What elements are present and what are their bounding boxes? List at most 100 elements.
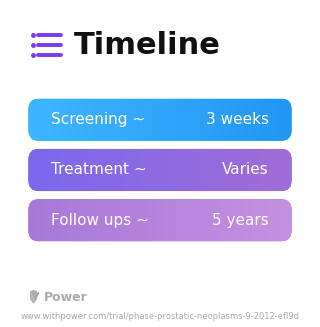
FancyBboxPatch shape bbox=[275, 99, 276, 141]
FancyBboxPatch shape bbox=[160, 99, 162, 141]
FancyBboxPatch shape bbox=[248, 149, 250, 191]
FancyBboxPatch shape bbox=[80, 99, 81, 141]
FancyBboxPatch shape bbox=[240, 199, 242, 241]
FancyBboxPatch shape bbox=[163, 199, 164, 241]
FancyBboxPatch shape bbox=[81, 99, 83, 141]
FancyBboxPatch shape bbox=[263, 149, 264, 191]
FancyBboxPatch shape bbox=[278, 99, 280, 141]
FancyBboxPatch shape bbox=[73, 199, 75, 241]
FancyBboxPatch shape bbox=[239, 99, 241, 141]
FancyBboxPatch shape bbox=[101, 149, 102, 191]
FancyBboxPatch shape bbox=[42, 199, 43, 241]
FancyBboxPatch shape bbox=[268, 99, 269, 141]
FancyBboxPatch shape bbox=[63, 99, 64, 141]
FancyBboxPatch shape bbox=[44, 149, 46, 191]
FancyBboxPatch shape bbox=[147, 199, 148, 241]
FancyBboxPatch shape bbox=[236, 149, 238, 191]
FancyBboxPatch shape bbox=[122, 149, 124, 191]
FancyBboxPatch shape bbox=[61, 99, 63, 141]
FancyBboxPatch shape bbox=[214, 99, 216, 141]
FancyBboxPatch shape bbox=[231, 199, 233, 241]
FancyBboxPatch shape bbox=[247, 199, 249, 241]
FancyBboxPatch shape bbox=[217, 99, 218, 141]
FancyBboxPatch shape bbox=[234, 99, 235, 141]
FancyBboxPatch shape bbox=[260, 149, 262, 191]
FancyBboxPatch shape bbox=[234, 149, 235, 191]
FancyBboxPatch shape bbox=[277, 99, 279, 141]
FancyBboxPatch shape bbox=[60, 199, 61, 241]
FancyBboxPatch shape bbox=[42, 99, 43, 141]
FancyBboxPatch shape bbox=[186, 99, 188, 141]
FancyBboxPatch shape bbox=[190, 199, 192, 241]
FancyBboxPatch shape bbox=[275, 149, 276, 191]
FancyBboxPatch shape bbox=[189, 149, 191, 191]
FancyBboxPatch shape bbox=[144, 99, 146, 141]
FancyBboxPatch shape bbox=[215, 99, 217, 141]
FancyBboxPatch shape bbox=[209, 199, 210, 241]
FancyBboxPatch shape bbox=[161, 99, 163, 141]
FancyBboxPatch shape bbox=[259, 149, 260, 191]
FancyBboxPatch shape bbox=[201, 99, 203, 141]
FancyBboxPatch shape bbox=[148, 199, 150, 241]
FancyBboxPatch shape bbox=[115, 99, 117, 141]
FancyBboxPatch shape bbox=[82, 199, 84, 241]
FancyBboxPatch shape bbox=[114, 199, 116, 241]
FancyBboxPatch shape bbox=[238, 99, 239, 141]
FancyBboxPatch shape bbox=[244, 149, 246, 191]
FancyBboxPatch shape bbox=[28, 199, 292, 241]
FancyBboxPatch shape bbox=[290, 99, 292, 141]
FancyBboxPatch shape bbox=[180, 199, 181, 241]
FancyBboxPatch shape bbox=[149, 99, 151, 141]
FancyBboxPatch shape bbox=[256, 99, 258, 141]
FancyBboxPatch shape bbox=[52, 149, 54, 191]
FancyBboxPatch shape bbox=[140, 199, 142, 241]
FancyBboxPatch shape bbox=[217, 199, 218, 241]
FancyBboxPatch shape bbox=[207, 149, 209, 191]
FancyBboxPatch shape bbox=[69, 199, 71, 241]
FancyBboxPatch shape bbox=[36, 149, 38, 191]
FancyBboxPatch shape bbox=[32, 199, 34, 241]
FancyBboxPatch shape bbox=[43, 149, 44, 191]
FancyBboxPatch shape bbox=[202, 199, 204, 241]
FancyBboxPatch shape bbox=[28, 99, 292, 141]
FancyBboxPatch shape bbox=[72, 199, 73, 241]
Polygon shape bbox=[31, 291, 36, 303]
FancyBboxPatch shape bbox=[63, 149, 64, 191]
FancyBboxPatch shape bbox=[47, 199, 48, 241]
FancyBboxPatch shape bbox=[84, 99, 85, 141]
FancyBboxPatch shape bbox=[196, 149, 197, 191]
FancyBboxPatch shape bbox=[259, 199, 260, 241]
FancyBboxPatch shape bbox=[214, 149, 216, 191]
FancyBboxPatch shape bbox=[52, 99, 54, 141]
FancyBboxPatch shape bbox=[126, 149, 127, 191]
FancyBboxPatch shape bbox=[72, 99, 73, 141]
FancyBboxPatch shape bbox=[227, 99, 229, 141]
FancyBboxPatch shape bbox=[190, 99, 192, 141]
FancyBboxPatch shape bbox=[245, 149, 247, 191]
FancyBboxPatch shape bbox=[253, 199, 255, 241]
FancyBboxPatch shape bbox=[176, 149, 177, 191]
FancyBboxPatch shape bbox=[122, 99, 124, 141]
Text: www.withpower.com/trial/phase-prostatic-neoplasms-9-2012-efl9d: www.withpower.com/trial/phase-prostatic-… bbox=[20, 312, 300, 321]
FancyBboxPatch shape bbox=[159, 149, 160, 191]
FancyBboxPatch shape bbox=[238, 149, 239, 191]
FancyBboxPatch shape bbox=[121, 99, 122, 141]
FancyBboxPatch shape bbox=[106, 99, 108, 141]
FancyBboxPatch shape bbox=[97, 199, 99, 241]
FancyBboxPatch shape bbox=[281, 99, 283, 141]
FancyBboxPatch shape bbox=[134, 149, 135, 191]
FancyBboxPatch shape bbox=[39, 199, 40, 241]
FancyBboxPatch shape bbox=[84, 149, 85, 191]
FancyBboxPatch shape bbox=[184, 99, 185, 141]
FancyBboxPatch shape bbox=[251, 199, 252, 241]
FancyBboxPatch shape bbox=[127, 149, 129, 191]
FancyBboxPatch shape bbox=[103, 149, 105, 191]
FancyBboxPatch shape bbox=[132, 149, 134, 191]
FancyBboxPatch shape bbox=[192, 99, 193, 141]
FancyBboxPatch shape bbox=[34, 99, 35, 141]
FancyBboxPatch shape bbox=[284, 99, 285, 141]
FancyBboxPatch shape bbox=[95, 199, 97, 241]
FancyBboxPatch shape bbox=[75, 99, 76, 141]
FancyBboxPatch shape bbox=[57, 149, 59, 191]
FancyBboxPatch shape bbox=[130, 199, 131, 241]
